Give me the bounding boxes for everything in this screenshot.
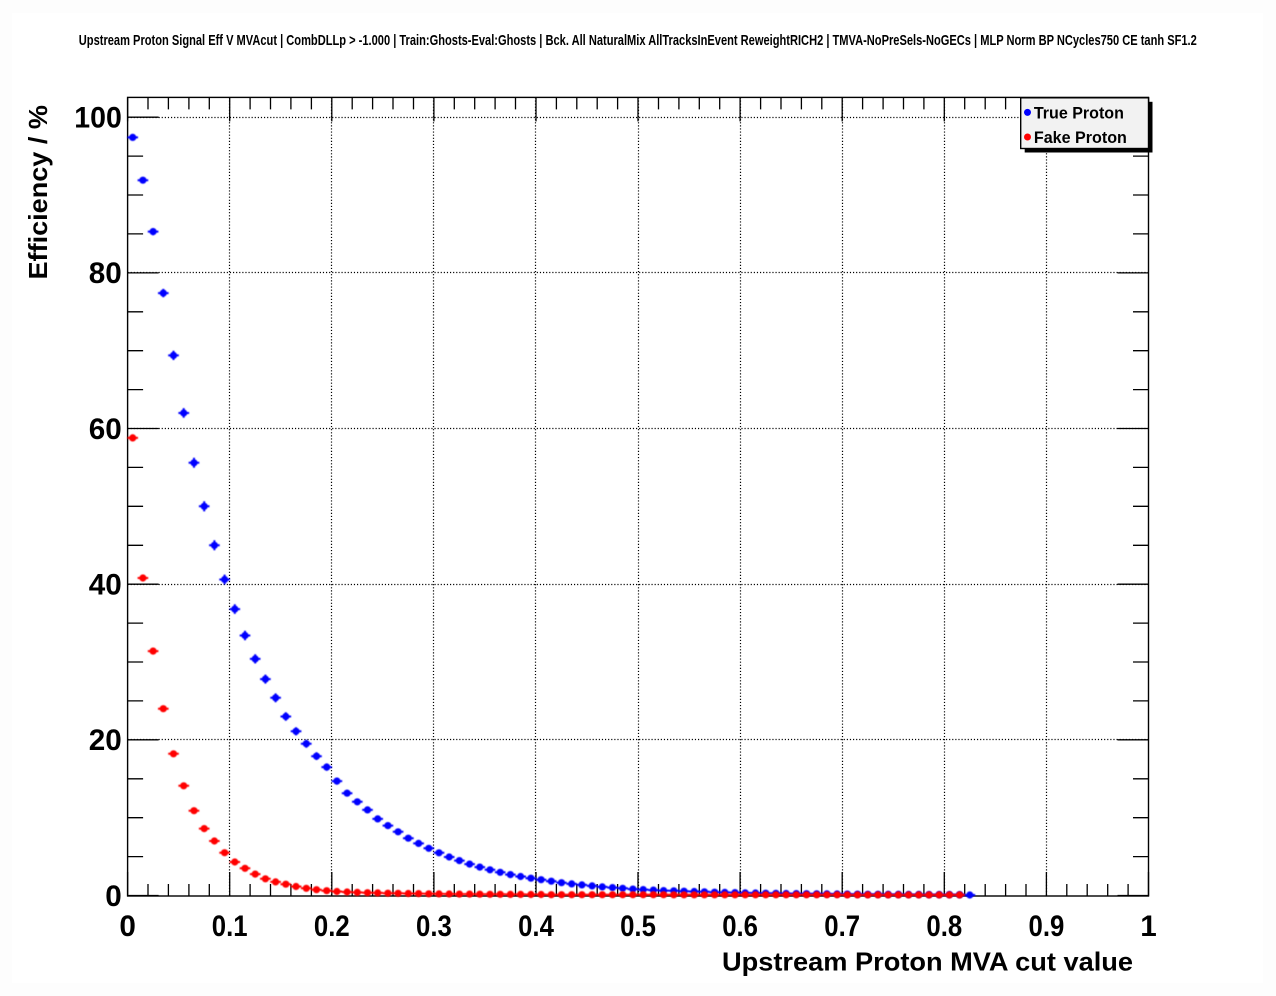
svg-text:0.8: 0.8 — [926, 910, 962, 943]
svg-text:0.6: 0.6 — [722, 910, 758, 943]
svg-text:0.7: 0.7 — [824, 910, 860, 943]
svg-text:80: 80 — [89, 257, 122, 290]
svg-text:0.1: 0.1 — [212, 910, 248, 943]
svg-text:Upstream Proton Signal Eff V M: Upstream Proton Signal Eff V MVAcut | Co… — [79, 32, 1197, 49]
svg-text:40: 40 — [89, 569, 122, 602]
svg-text:0: 0 — [119, 910, 136, 943]
svg-text:0.4: 0.4 — [518, 910, 554, 943]
svg-text:Efficiency / %: Efficiency / % — [23, 105, 53, 280]
svg-text:20: 20 — [89, 724, 122, 757]
svg-text:0.3: 0.3 — [416, 910, 452, 943]
svg-text:1: 1 — [1140, 910, 1157, 943]
svg-text:100: 100 — [74, 102, 122, 135]
svg-text:0.2: 0.2 — [314, 910, 350, 943]
svg-text:Fake Proton: Fake Proton — [1034, 128, 1127, 147]
svg-text:0: 0 — [105, 880, 122, 913]
svg-text:True Proton: True Proton — [1034, 103, 1124, 122]
svg-text:0.5: 0.5 — [620, 910, 656, 943]
svg-text:Upstream Proton MVA cut value: Upstream Proton MVA cut value — [722, 946, 1133, 976]
svg-text:60: 60 — [89, 413, 122, 446]
svg-text:0.9: 0.9 — [1029, 910, 1065, 943]
